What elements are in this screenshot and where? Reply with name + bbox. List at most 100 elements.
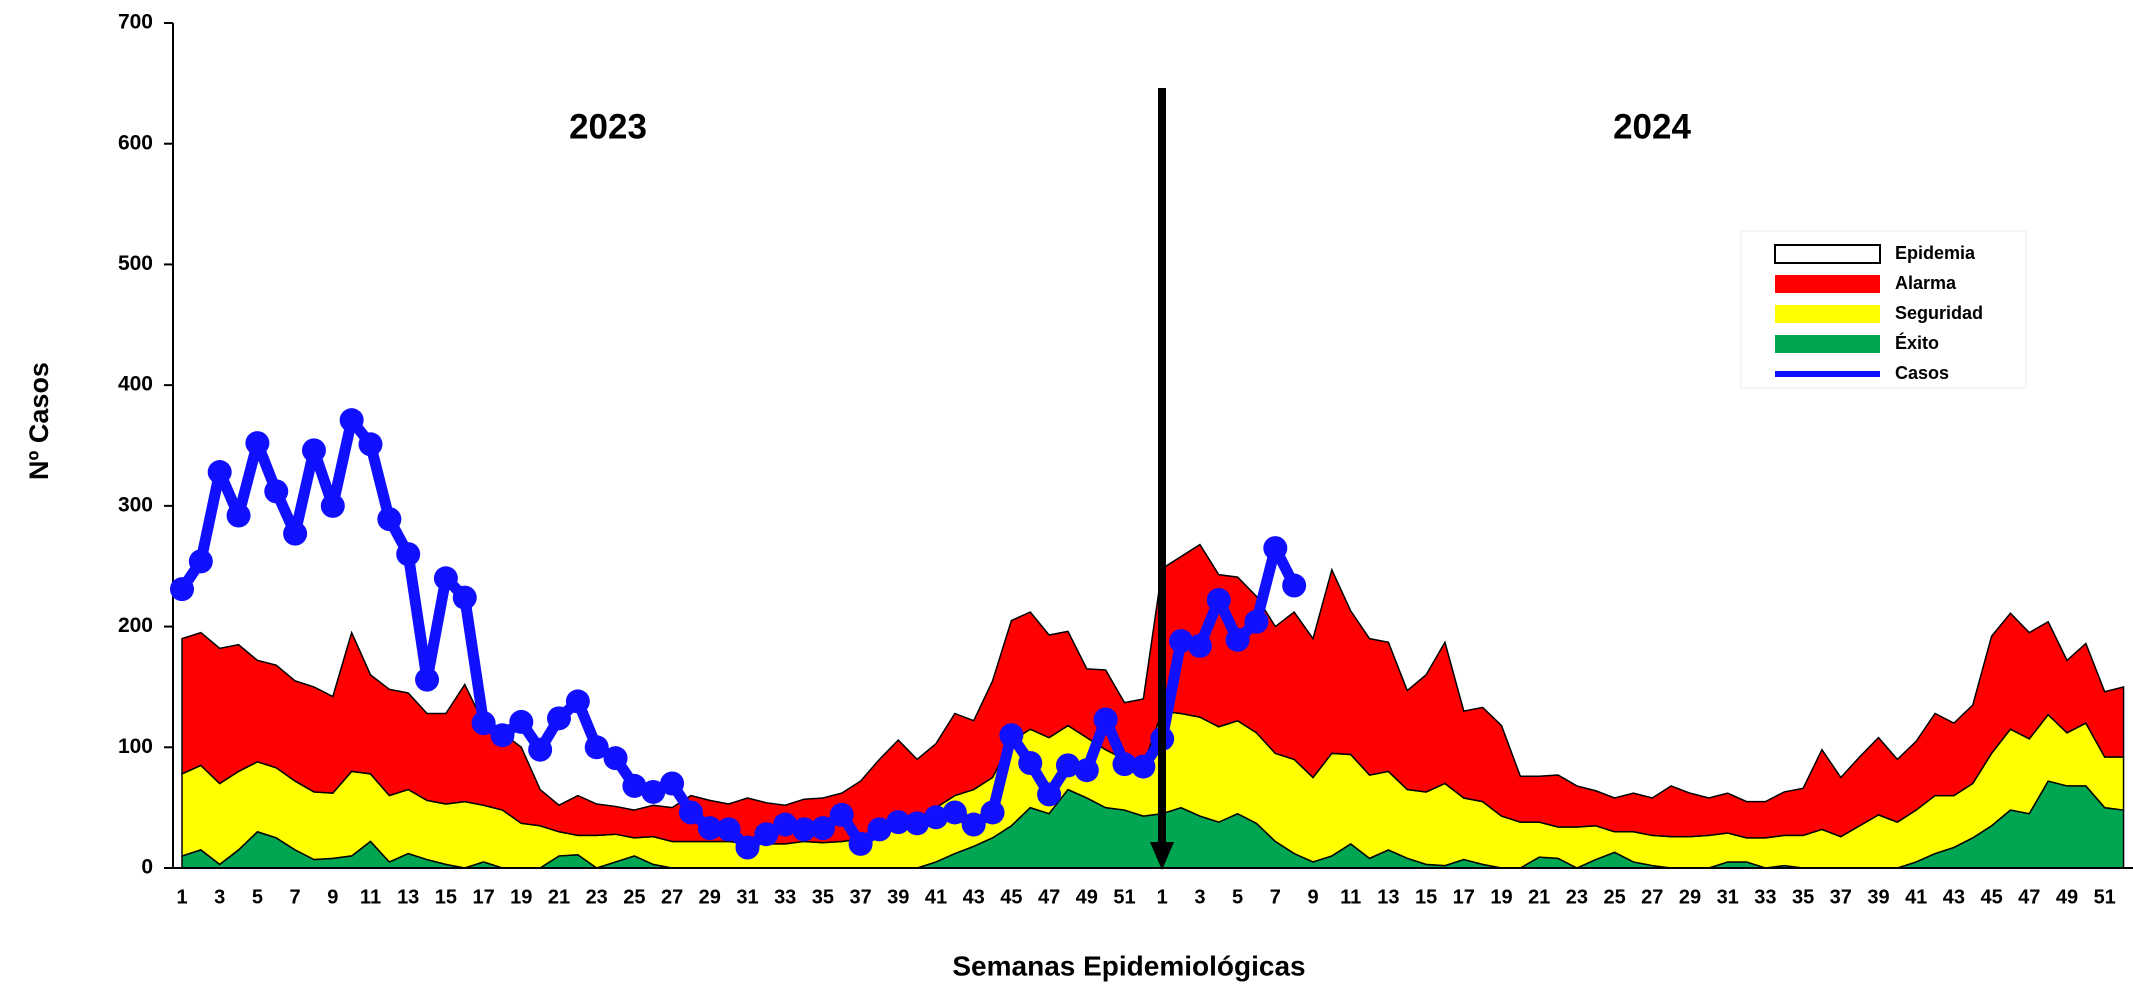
- cases-point: [829, 802, 854, 827]
- x-axis-title: Semanas Epidemiológicas: [952, 950, 1305, 981]
- cases-point: [264, 479, 289, 504]
- cases-point: [754, 822, 779, 847]
- cases-point: [603, 746, 628, 771]
- legend-label: Alarma: [1895, 273, 1957, 293]
- cases-point: [565, 689, 590, 714]
- x-tick-label: 11: [1340, 886, 1361, 908]
- x-tick-label: 25: [623, 886, 645, 908]
- divider-arrowhead: [1150, 842, 1174, 870]
- cases-point: [848, 831, 873, 856]
- x-tick-label: 17: [472, 886, 494, 908]
- cases-point: [697, 816, 722, 841]
- year-label: 2023: [569, 107, 647, 146]
- cases-point: [641, 779, 666, 804]
- x-tick-label: 25: [1603, 886, 1625, 908]
- legend-swatch: [1775, 275, 1880, 293]
- y-tick-label: 0: [141, 856, 153, 879]
- cases-point: [320, 493, 345, 518]
- cases-point: [660, 771, 685, 796]
- cases-point: [1282, 573, 1307, 598]
- cases-point: [1018, 750, 1043, 775]
- area-2: [181, 543, 2125, 845]
- x-tick-label: 31: [1717, 886, 1739, 908]
- cases-point: [509, 709, 534, 734]
- x-tick-label: 43: [963, 886, 985, 908]
- year-label: 2024: [1613, 107, 1691, 146]
- y-tick-label: 300: [118, 493, 153, 516]
- cases-point: [905, 811, 930, 836]
- x-tick-label: 41: [1905, 886, 1927, 908]
- x-tick-label: 15: [1415, 886, 1437, 908]
- legend-label: Seguridad: [1895, 303, 1983, 323]
- cases-point: [358, 432, 383, 457]
- cases-point: [1131, 754, 1156, 779]
- x-tick-label: 37: [849, 886, 871, 908]
- year-divider: [1150, 88, 1174, 870]
- cases-point: [1169, 629, 1194, 654]
- cases-point: [547, 706, 571, 731]
- x-tick-label: 7: [1270, 886, 1281, 908]
- x-tick-label: 51: [1113, 886, 1135, 908]
- x-tick-label: 51: [2094, 886, 2116, 908]
- y-tick-label: 500: [118, 252, 153, 275]
- x-tick-label: 19: [1490, 886, 1512, 908]
- legend-swatch: [1774, 244, 1881, 264]
- y-tick-label: 100: [118, 735, 153, 758]
- cases-point: [415, 667, 440, 692]
- x-tick-label: 31: [736, 886, 758, 908]
- x-tick-label: 47: [2018, 886, 2040, 908]
- x-tick-label: 1: [176, 886, 187, 908]
- cases-point: [867, 817, 892, 842]
- x-tick-label: 39: [1867, 886, 1889, 908]
- cases-point: [226, 503, 251, 528]
- x-tick-label: 33: [774, 886, 796, 908]
- cases-point: [207, 460, 232, 485]
- cases-point: [584, 735, 609, 760]
- cases-point: [1263, 536, 1288, 561]
- cases-point: [1225, 627, 1250, 652]
- x-tick-label: 13: [397, 886, 419, 908]
- cases-point: [339, 408, 364, 433]
- cases-point: [886, 810, 911, 835]
- cases-point: [810, 816, 835, 841]
- x-tick-label: 43: [1943, 886, 1965, 908]
- cases-point: [471, 711, 496, 736]
- cases-point: [452, 585, 477, 610]
- x-tick-label: 35: [812, 886, 834, 908]
- cases-point: [1244, 609, 1269, 634]
- cases-point: [245, 431, 270, 456]
- legend-swatch: [1775, 335, 1880, 353]
- cases-point: [170, 577, 194, 602]
- y-tick-label: 700: [118, 11, 153, 34]
- cases-point: [999, 723, 1024, 748]
- x-tick-label: 33: [1754, 886, 1776, 908]
- cases-point: [1055, 753, 1080, 778]
- x-tick-label: 1: [1157, 886, 1168, 908]
- x-tick-label: 5: [252, 886, 263, 908]
- x-tick-label: 41: [925, 886, 947, 908]
- x-tick-label: 45: [1980, 886, 2002, 908]
- x-tick-label: 7: [290, 886, 301, 908]
- cases-point: [1093, 707, 1118, 732]
- legend: Epidemia Alarma Seguridad Éxito Casos: [1740, 230, 2027, 389]
- cases-point: [301, 438, 326, 463]
- cases-point: [283, 521, 308, 546]
- x-tick-label: 3: [1194, 886, 1205, 908]
- y-tick-label: 200: [118, 614, 153, 637]
- cases-point: [942, 800, 967, 825]
- cases-point: [1206, 588, 1231, 613]
- x-tick-label: 39: [887, 886, 909, 908]
- cases-point: [961, 812, 986, 837]
- x-tick-label: 17: [1453, 886, 1475, 908]
- cases-point: [188, 549, 213, 574]
- legend-label: Éxito: [1895, 332, 1939, 353]
- cases-point: [622, 773, 647, 798]
- legend-label: Casos: [1895, 363, 1949, 383]
- x-tick-label: 23: [586, 886, 608, 908]
- legend-swatch: [1775, 305, 1880, 323]
- x-tick-label: 29: [1679, 886, 1701, 908]
- cases-point: [528, 737, 553, 762]
